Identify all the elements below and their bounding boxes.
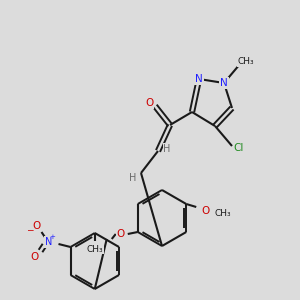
Text: N: N <box>45 237 52 247</box>
Text: N: N <box>220 78 228 88</box>
Text: O: O <box>30 252 39 262</box>
Text: O: O <box>201 206 209 216</box>
Text: +: + <box>50 234 56 240</box>
Text: −: − <box>26 226 33 235</box>
Text: O: O <box>117 229 125 239</box>
Text: H: H <box>129 173 137 183</box>
Text: CH₃: CH₃ <box>214 208 231 217</box>
Text: O: O <box>32 221 40 231</box>
Text: CH₃: CH₃ <box>86 244 103 253</box>
Text: N: N <box>195 74 203 84</box>
Text: Cl: Cl <box>234 143 244 153</box>
Text: H: H <box>163 144 171 154</box>
Text: O: O <box>145 98 153 108</box>
Text: CH₃: CH₃ <box>238 58 254 67</box>
